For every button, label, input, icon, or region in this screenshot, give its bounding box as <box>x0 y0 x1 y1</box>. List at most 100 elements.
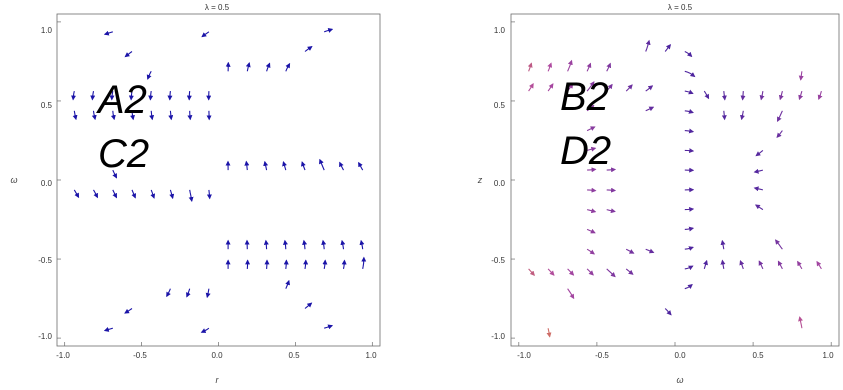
streamline <box>206 189 212 200</box>
streamline <box>567 59 573 72</box>
right-x-tick-label: 0.5 <box>752 351 764 360</box>
streamline <box>302 239 308 250</box>
streamline <box>546 328 552 338</box>
right-plot-title: λ = 0.5 <box>668 3 693 12</box>
streamline <box>124 308 133 314</box>
streamline <box>547 268 555 276</box>
streamline <box>684 70 696 78</box>
streamline <box>798 90 804 101</box>
streamline <box>755 149 764 157</box>
streamline <box>567 268 575 276</box>
streamline <box>587 187 597 193</box>
streamline <box>567 83 574 92</box>
streamline <box>606 208 616 214</box>
streamline <box>527 62 533 72</box>
streamline <box>201 31 210 38</box>
right-y-tick-label: -0.5 <box>491 256 505 265</box>
streamline <box>720 259 726 269</box>
left-x-axis-label: r <box>216 375 220 385</box>
streamline <box>777 260 783 270</box>
streamline <box>91 110 97 121</box>
streamline <box>528 83 534 92</box>
streamline <box>586 228 596 234</box>
streamline <box>586 62 592 72</box>
streamline <box>606 167 617 173</box>
streamline <box>73 189 80 199</box>
streamline <box>567 288 575 300</box>
streamline <box>319 158 325 171</box>
streamline <box>798 71 804 81</box>
streamline <box>131 189 137 199</box>
right-x-tick-label: -1.0 <box>517 351 531 360</box>
streamline <box>587 167 597 173</box>
streamline <box>149 110 155 121</box>
region-label-c2: C2 <box>98 132 149 176</box>
streamline <box>128 91 134 101</box>
streamline <box>625 248 635 254</box>
streamline <box>124 51 133 58</box>
right-y-axis-label: z <box>477 175 483 185</box>
streamline <box>300 161 306 171</box>
streamline <box>283 259 289 269</box>
streamline <box>245 62 251 72</box>
streamline <box>110 110 116 121</box>
streamline <box>739 259 745 270</box>
right-streamlines <box>527 39 823 338</box>
right-y-tick-label: 0.5 <box>494 101 506 110</box>
streamline <box>282 239 288 250</box>
right-y-tick-label: -1.0 <box>491 332 505 341</box>
streamline <box>684 283 693 290</box>
streamline <box>285 279 291 289</box>
streamline <box>684 265 694 271</box>
streamline <box>187 110 193 121</box>
right-x-tick-label: -0.5 <box>595 351 609 360</box>
streamline <box>759 91 765 101</box>
right-x-tick-label: 0.0 <box>674 351 686 360</box>
streamline <box>186 288 191 298</box>
streamline <box>150 189 156 199</box>
streamline <box>758 260 764 270</box>
right-x-axis-label: ω <box>676 375 683 385</box>
streamline <box>112 189 117 199</box>
streamline <box>200 327 210 333</box>
left-x-ticks: -1.0 -0.5 0.0 0.5 1.0 <box>56 351 377 360</box>
streamline <box>341 259 347 269</box>
streamline <box>684 246 694 251</box>
left-x-tick-label: -0.5 <box>133 351 147 360</box>
streamline <box>739 110 745 121</box>
streamline <box>664 308 672 316</box>
streamline <box>774 239 783 250</box>
left-y-tick-label: 0.0 <box>41 179 53 188</box>
streamline <box>586 248 596 255</box>
streamline <box>720 239 726 250</box>
left-plot: λ = 0.5 -1.0 -0.5 0.0 0.5 1.0 1.0 0.5 0.… <box>10 3 381 385</box>
streamline <box>684 148 695 154</box>
right-x-tick-label: 1.0 <box>822 351 834 360</box>
streamline <box>285 62 291 72</box>
streamline <box>528 268 535 276</box>
streamline <box>72 110 78 121</box>
streamline <box>103 30 113 36</box>
region-label-a2: A2 <box>96 78 147 122</box>
region-label-b2: B2 <box>560 75 609 119</box>
streamline <box>148 91 154 101</box>
streamline <box>645 106 655 112</box>
streamline <box>322 259 328 269</box>
right-y-ticks: 1.0 0.5 0.0 -0.5 -1.0 <box>491 26 505 341</box>
streamline <box>798 316 804 329</box>
streamline <box>359 239 365 250</box>
streamline <box>740 91 746 101</box>
left-y-axis-label: ω <box>10 175 17 185</box>
right-plot: λ = 0.5 -1.0 -0.5 0.0 0.5 1.0 1.0 0.5 0.… <box>477 3 840 385</box>
streamline <box>303 259 309 269</box>
streamline <box>797 260 803 270</box>
left-y-tick-label: -1.0 <box>38 332 52 341</box>
streamline <box>703 90 710 100</box>
streamline <box>547 62 553 72</box>
streamline <box>361 256 367 269</box>
left-plot-title: λ = 0.5 <box>205 3 230 12</box>
streamline <box>358 161 364 171</box>
streamline <box>721 110 727 121</box>
region-label-d2: D2 <box>560 129 611 173</box>
streamline <box>547 83 554 92</box>
